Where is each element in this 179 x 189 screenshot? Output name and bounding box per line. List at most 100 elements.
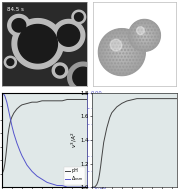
Polygon shape — [134, 25, 155, 46]
Polygon shape — [129, 19, 160, 51]
Polygon shape — [110, 40, 134, 64]
Polygon shape — [114, 44, 130, 60]
Polygon shape — [8, 14, 30, 36]
pH — [61, 100, 63, 102]
Polygon shape — [10, 16, 28, 34]
Polygon shape — [100, 30, 144, 74]
Polygon shape — [56, 23, 81, 48]
Polygon shape — [137, 28, 152, 43]
Polygon shape — [135, 26, 154, 45]
Polygon shape — [53, 20, 84, 51]
Polygon shape — [72, 10, 86, 24]
Polygon shape — [5, 57, 15, 67]
Polygon shape — [56, 66, 64, 75]
Polygon shape — [54, 64, 66, 77]
Polygon shape — [73, 67, 93, 87]
Δπosm — [56, 184, 58, 187]
Polygon shape — [73, 11, 85, 23]
Polygon shape — [138, 29, 151, 42]
Polygon shape — [12, 19, 63, 69]
Polygon shape — [132, 23, 156, 47]
Δπosm — [10, 120, 12, 122]
pH — [13, 112, 15, 114]
Polygon shape — [12, 19, 63, 69]
Δπosm — [46, 181, 48, 184]
Polygon shape — [120, 50, 124, 54]
pH — [66, 98, 68, 101]
Polygon shape — [11, 17, 27, 33]
Polygon shape — [54, 65, 66, 76]
pH — [81, 98, 83, 101]
Polygon shape — [115, 45, 129, 59]
Polygon shape — [107, 37, 137, 67]
Polygon shape — [98, 29, 145, 76]
Polygon shape — [140, 31, 149, 40]
Polygon shape — [118, 49, 125, 56]
Polygon shape — [74, 13, 83, 21]
Polygon shape — [54, 22, 83, 49]
Polygon shape — [111, 42, 132, 63]
pH — [56, 100, 58, 102]
Polygon shape — [7, 58, 14, 66]
pH — [3, 168, 5, 171]
Δπosm — [11, 125, 13, 127]
Δπosm — [1, 92, 3, 94]
Δπosm — [2, 92, 4, 95]
Δπosm — [8, 110, 10, 113]
Polygon shape — [8, 14, 30, 36]
Polygon shape — [116, 46, 128, 58]
Polygon shape — [56, 66, 64, 75]
Polygon shape — [68, 62, 98, 92]
Polygon shape — [104, 35, 139, 70]
Δπosm — [16, 142, 18, 144]
pH — [21, 104, 23, 106]
Polygon shape — [117, 47, 127, 57]
pH — [86, 98, 88, 101]
Polygon shape — [5, 57, 16, 67]
Polygon shape — [141, 32, 148, 39]
pH — [6, 146, 8, 148]
Polygon shape — [9, 16, 29, 35]
Polygon shape — [52, 63, 68, 78]
Polygon shape — [74, 13, 83, 21]
pH — [8, 128, 10, 130]
Polygon shape — [52, 19, 85, 51]
Circle shape — [137, 27, 144, 35]
Polygon shape — [12, 19, 26, 32]
pH — [51, 100, 53, 102]
Δπosm — [66, 186, 68, 188]
Δπosm — [5, 98, 7, 100]
Polygon shape — [141, 31, 148, 39]
pH — [41, 100, 43, 102]
Polygon shape — [52, 63, 68, 78]
Circle shape — [110, 39, 122, 51]
Line: Δπosm: Δπosm — [2, 93, 87, 187]
Polygon shape — [18, 25, 57, 63]
Polygon shape — [12, 19, 63, 69]
Δπosm — [81, 186, 83, 188]
Polygon shape — [52, 63, 68, 78]
Δπosm — [13, 132, 15, 135]
Polygon shape — [53, 64, 67, 77]
Polygon shape — [8, 15, 29, 36]
Polygon shape — [137, 27, 153, 43]
Δπosm — [26, 164, 28, 166]
Polygon shape — [12, 19, 26, 32]
Δπosm — [31, 170, 33, 173]
Polygon shape — [4, 56, 16, 68]
Polygon shape — [121, 51, 123, 53]
Polygon shape — [55, 65, 65, 76]
pH — [9, 123, 11, 125]
Polygon shape — [52, 19, 85, 51]
Polygon shape — [57, 24, 80, 47]
Δπosm — [7, 106, 9, 108]
Polygon shape — [109, 39, 135, 65]
pH — [46, 100, 48, 102]
Polygon shape — [57, 25, 80, 46]
Δπosm — [61, 184, 63, 187]
Polygon shape — [10, 17, 28, 34]
Polygon shape — [108, 38, 136, 66]
Polygon shape — [57, 25, 80, 46]
Polygon shape — [15, 22, 60, 66]
Δπosm — [3, 93, 5, 95]
